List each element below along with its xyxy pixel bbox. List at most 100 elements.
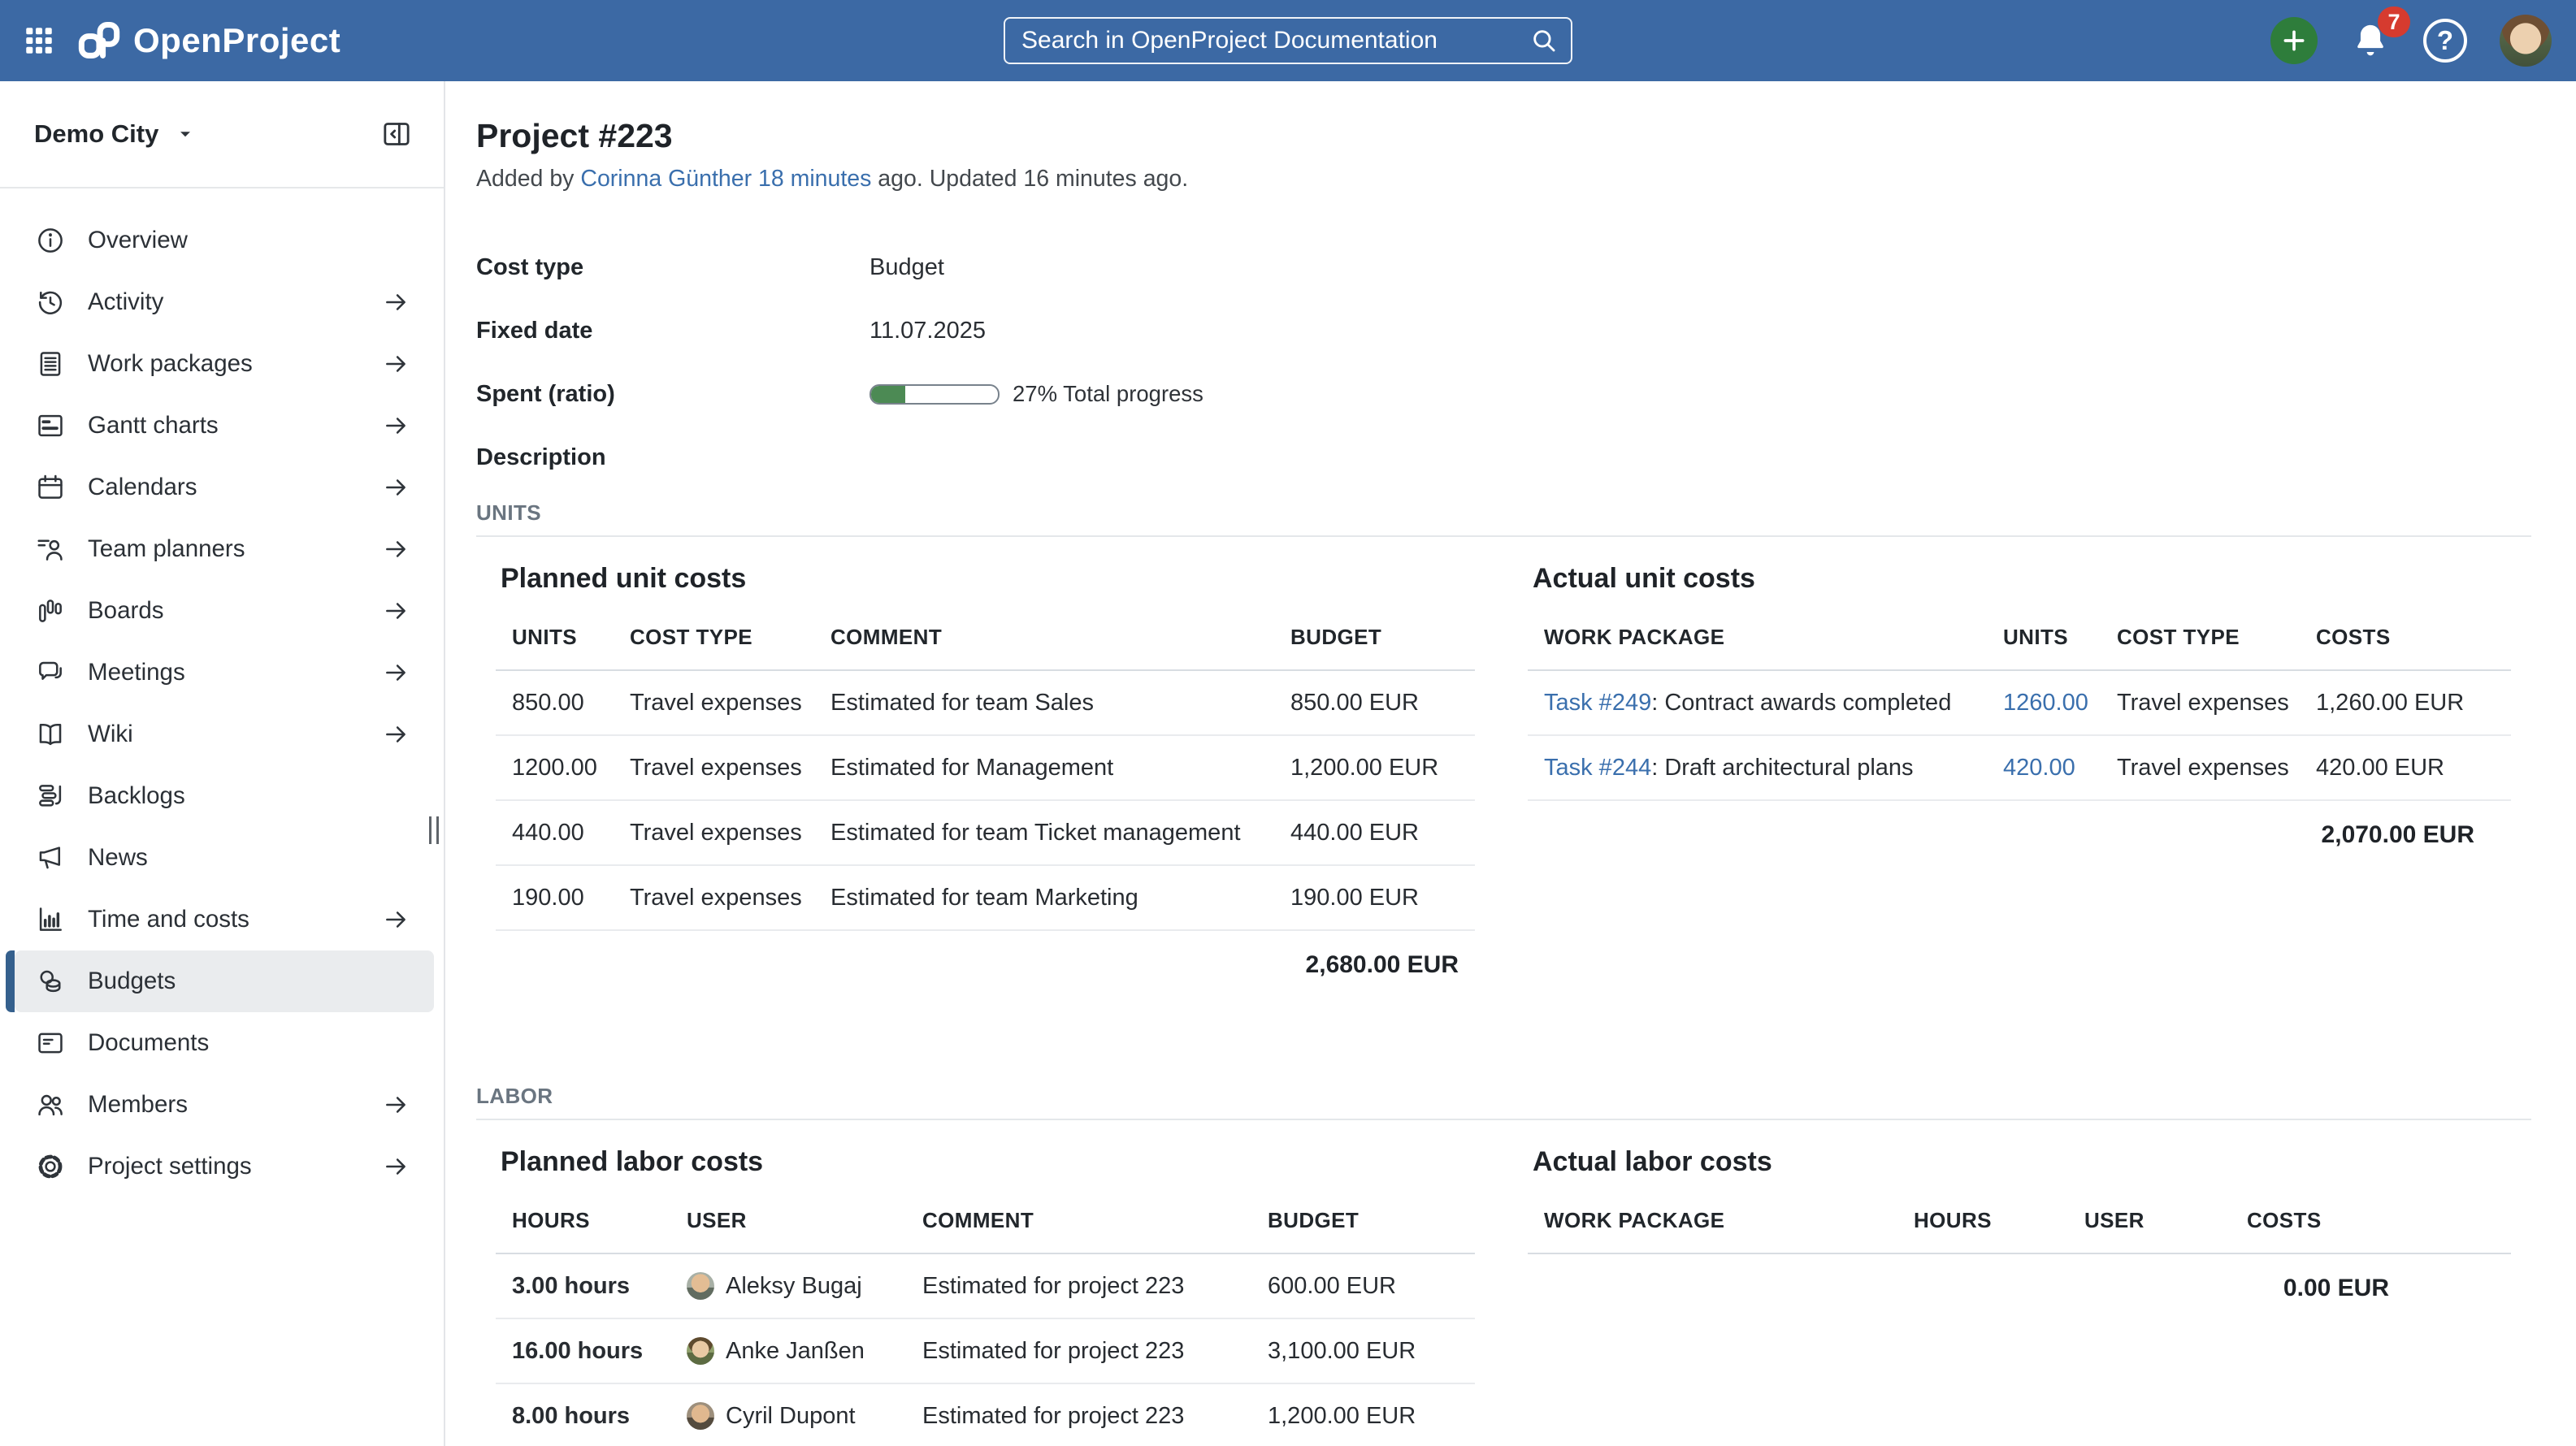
sidebar-item-work-packages[interactable]: Work packages <box>0 333 444 395</box>
sidebar-item-members[interactable]: Members <box>0 1074 444 1136</box>
notifications-button[interactable]: 7 <box>2350 19 2391 62</box>
sidebar-item-label: Time and costs <box>88 906 249 933</box>
arrow-right-icon[interactable] <box>382 350 410 378</box>
spent-ratio-value: 27% Total progress <box>870 381 1203 407</box>
table-cell: 850.00 EUR <box>1274 671 1475 736</box>
table-cell: Estimated for Management <box>814 736 1274 801</box>
sidebar-item-activity[interactable]: Activity <box>0 271 444 333</box>
arrow-right-icon[interactable] <box>382 659 410 686</box>
column-header: UNITS <box>496 604 614 671</box>
arrow-right-icon[interactable] <box>382 721 410 748</box>
work-package-link[interactable]: Task #249 <box>1544 690 1651 717</box>
sidebar-item-label: Backlogs <box>88 782 185 810</box>
page-title: Project #223 <box>476 115 2531 156</box>
attribute-row: Spent (ratio) 27% Total progress <box>476 362 2531 426</box>
table-cell: 440.00 EUR <box>1274 801 1475 866</box>
chevron-down-icon[interactable] <box>175 123 196 145</box>
user-cell: Cyril Dupont <box>670 1384 906 1446</box>
table-cell: Estimated for team Marketing <box>814 866 1274 931</box>
units-link[interactable]: 1260.00 <box>2003 690 2088 717</box>
arrow-right-icon[interactable] <box>382 906 410 933</box>
table-cell: 1,200.00 EUR <box>1274 736 1475 801</box>
spent-ratio-label: Spent (ratio) <box>476 381 870 408</box>
sidebar-resize-handle[interactable] <box>429 816 439 844</box>
sidebar-item-team-planners[interactable]: Team planners <box>0 518 444 580</box>
app-grid-icon[interactable] <box>20 21 59 60</box>
sidebar-item-project-settings[interactable]: Project settings <box>0 1136 444 1197</box>
arrow-right-icon[interactable] <box>382 288 410 316</box>
work-packages-icon <box>34 349 67 379</box>
column-header: COMMENT <box>814 604 1274 671</box>
column-header: USER <box>2068 1188 2231 1254</box>
sidebar-item-gantt-charts[interactable]: Gantt charts <box>0 395 444 457</box>
search-icon[interactable] <box>1530 27 1558 54</box>
attribute-row: Fixed date 11.07.2025 <box>476 299 2531 362</box>
table-cell: 1260.00 <box>1987 671 2101 736</box>
units-link[interactable]: 420.00 <box>2003 755 2075 781</box>
project-switcher: Demo City <box>0 81 444 188</box>
user-avatar[interactable] <box>2500 15 2552 67</box>
sidebar-menu: Overview Activity Work packages Ga <box>0 210 444 1197</box>
sidebar-item-label: Budgets <box>88 968 176 995</box>
table-cell: Travel expenses <box>2101 671 2300 736</box>
sidebar-item-time-and-costs[interactable]: Time and costs <box>0 889 444 950</box>
table-title: Actual unit costs <box>1528 563 2511 595</box>
sidebar-item-wiki[interactable]: Wiki <box>0 704 444 765</box>
table-cell: Estimated for project 223 <box>906 1319 1251 1384</box>
arrow-right-icon[interactable] <box>382 474 410 501</box>
sidebar-item-label: Boards <box>88 597 163 625</box>
arrow-right-icon[interactable] <box>382 597 410 625</box>
team-planners-icon <box>34 534 67 565</box>
byline-prefix: Added by <box>476 166 580 192</box>
sidebar-item-label: Meetings <box>88 659 185 686</box>
column-header: COSTS <box>2231 1188 2511 1254</box>
table-cell: 3,100.00 EUR <box>1251 1319 1475 1384</box>
column-header: BUDGET <box>1274 604 1475 671</box>
user-cell: Anke Janßen <box>670 1319 906 1384</box>
user-name: Anke Janßen <box>726 1338 865 1365</box>
meetings-icon <box>34 657 67 688</box>
table-cell: Travel expenses <box>614 866 814 931</box>
table-cell: Estimated for team Ticket management <box>814 801 1274 866</box>
help-icon[interactable]: ? <box>2423 19 2467 63</box>
quick-add-button[interactable] <box>2270 17 2318 64</box>
user-name: Cyril Dupont <box>726 1403 856 1430</box>
sidebar-item-backlogs[interactable]: Backlogs <box>0 765 444 827</box>
sidebar-item-news[interactable]: News <box>0 827 444 889</box>
arrow-right-icon[interactable] <box>382 412 410 439</box>
table-cell: 190.00 EUR <box>1274 866 1475 931</box>
documents-icon <box>34 1028 67 1059</box>
backlogs-icon <box>34 781 67 812</box>
info-icon <box>34 225 67 256</box>
planned-unit-costs-table: Planned unit costs UNITS COST TYPE COMME… <box>496 537 1475 999</box>
arrow-right-icon[interactable] <box>382 535 410 563</box>
sidebar-item-documents[interactable]: Documents <box>0 1012 444 1074</box>
sidebar-item-label: Calendars <box>88 474 197 501</box>
table-cell: Travel expenses <box>2101 736 2300 801</box>
sidebar-item-label: Work packages <box>88 350 253 378</box>
author-link[interactable]: Corinna Günther 18 minutes <box>580 166 871 192</box>
user-cell: Aleksy Bugaj <box>670 1254 906 1319</box>
sidebar-item-calendars[interactable]: Calendars <box>0 457 444 518</box>
sidebar-item-meetings[interactable]: Meetings <box>0 642 444 704</box>
sidebar-item-budgets[interactable]: Budgets <box>15 950 434 1012</box>
work-package-subject: : Draft architectural plans <box>1651 755 1913 781</box>
project-name[interactable]: Demo City <box>34 119 158 149</box>
table-cell: Estimated for project 223 <box>906 1254 1251 1319</box>
table-cell: Estimated for team Sales <box>814 671 1274 736</box>
avatar <box>687 1337 714 1365</box>
arrow-right-icon[interactable] <box>382 1153 410 1180</box>
column-header: COST TYPE <box>614 604 814 671</box>
column-header: HOURS <box>496 1188 670 1254</box>
arrow-right-icon[interactable] <box>382 1091 410 1119</box>
openproject-logo-icon <box>78 21 120 60</box>
work-package-link[interactable]: Task #244 <box>1544 755 1651 781</box>
table-cell: 1,260.00 EUR <box>2300 671 2511 736</box>
openproject-logo[interactable]: OpenProject <box>78 21 340 60</box>
byline-suffix: ago. Updated 16 minutes ago. <box>871 166 1188 192</box>
column-header: UNITS <box>1987 604 2101 671</box>
search-input[interactable] <box>1021 27 1530 54</box>
sidebar-item-overview[interactable]: Overview <box>0 210 444 271</box>
collapse-sidebar-icon[interactable] <box>380 118 413 150</box>
sidebar-item-boards[interactable]: Boards <box>0 580 444 642</box>
